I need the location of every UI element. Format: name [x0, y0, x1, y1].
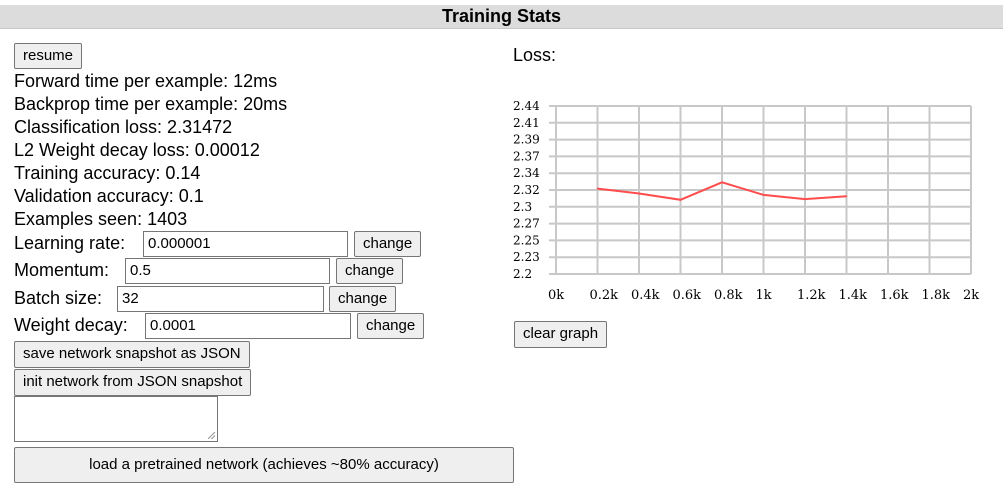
momentum-label: Momentum:	[14, 260, 110, 280]
training-accuracy-text: Training accuracy: 0.14	[14, 163, 201, 183]
resize-grip-icon[interactable]	[208, 432, 215, 439]
y-tick-label: 2.3	[513, 200, 532, 214]
init-snapshot-button[interactable]: init network from JSON snapshot	[14, 369, 252, 396]
y-tick-label: 2.23	[513, 250, 540, 264]
learning-rate-input[interactable]: 0.000001	[143, 231, 348, 257]
resume-button[interactable]: resume	[14, 43, 83, 69]
batch-size-change-button[interactable]: change	[329, 286, 397, 312]
y-tick-label: 2.41	[513, 116, 540, 130]
x-tick-label: 2k	[963, 288, 979, 303]
momentum-change-button[interactable]: change	[336, 258, 404, 284]
y-tick-label: 2.25	[513, 233, 540, 247]
x-tick-label: 1.8k	[922, 288, 951, 303]
y-tick-label: 2.34	[513, 166, 540, 180]
x-tick-label: 1.6k	[880, 288, 909, 303]
loss-data-point	[762, 194, 765, 196]
x-tick-label: 0.2k	[590, 288, 619, 303]
weight-decay-input[interactable]: 0.0001	[145, 313, 351, 339]
y-tick-label: 2.39	[513, 133, 540, 147]
page-title: Training Stats	[0, 5, 1003, 29]
x-tick-label: 0.6k	[673, 288, 702, 303]
loss-data-point	[638, 192, 640, 195]
load-pretrained-button[interactable]: load a pretrained network (achieves ~80%…	[14, 447, 514, 483]
x-tick-label: 1.2k	[797, 288, 826, 303]
loss-data-point	[721, 181, 723, 184]
snapshot-textarea[interactable]	[14, 396, 218, 442]
loss-data-point	[679, 199, 682, 201]
y-tick-label: 2.2	[513, 267, 532, 281]
learning-rate-change-button[interactable]: change	[354, 231, 422, 257]
momentum-input[interactable]: 0.5	[125, 258, 330, 284]
clear-graph-button[interactable]: clear graph	[514, 321, 608, 348]
x-tick-label: 0k	[548, 288, 564, 303]
y-tick-label: 2.37	[513, 149, 540, 163]
loss-data-point	[804, 198, 806, 200]
loss-chart: 0k 0.2k 0.4k 0.6k 0.8k 1k 1.2k 1.4k 1.6k 1.8k 2k 2.…	[513, 99, 979, 303]
learning-rate-label: Learning rate:	[14, 233, 126, 253]
weight-decay-change-button[interactable]: change	[357, 313, 425, 339]
save-snapshot-button[interactable]: save network snapshot as JSON	[14, 341, 250, 368]
validation-accuracy-text: Validation accuracy: 0.1	[14, 186, 204, 206]
y-tick-label: 2.44	[513, 99, 540, 113]
l2-loss-text: L2 Weight decay loss: 0.00012	[14, 140, 260, 160]
loss-data-point	[845, 195, 848, 198]
batch-size-label: Batch size:	[14, 288, 103, 308]
x-tick-label: 1.4k	[839, 288, 868, 303]
loss-data-point	[596, 187, 599, 190]
x-tick-label: 1k	[756, 288, 772, 303]
y-tick-label: 2.27	[513, 217, 540, 231]
weight-decay-label: Weight decay:	[14, 315, 128, 335]
examples-seen-text: Examples seen: 1403	[14, 209, 188, 229]
y-tick-label: 2.32	[513, 183, 540, 197]
x-tick-label: 0.4k	[631, 288, 660, 303]
batch-size-input[interactable]: 32	[117, 286, 324, 312]
backprop-time-text: Backprop time per example: 20ms	[14, 94, 288, 114]
forward-time-text: Forward time per example: 12ms	[14, 71, 278, 91]
loss-label: Loss:	[513, 45, 557, 65]
classification-loss-text: Classification loss: 2.31472	[14, 117, 233, 137]
x-tick-label: 0.8k	[714, 288, 743, 303]
